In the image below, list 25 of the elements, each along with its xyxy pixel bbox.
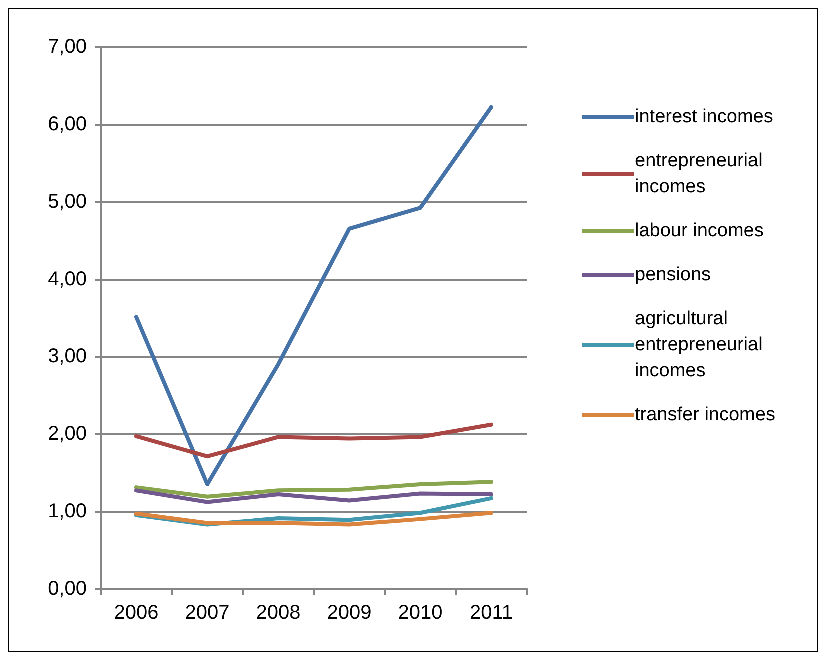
x-tick-label: 2009 xyxy=(327,602,372,624)
y-tick-label: 0,00 xyxy=(48,578,87,600)
legend-label: entrepreneurial incomes xyxy=(635,150,768,198)
y-tick-label: 6,00 xyxy=(48,113,87,136)
x-tick-label: 2010 xyxy=(398,602,443,624)
legend-label: interest incomes xyxy=(635,106,774,128)
y-tick-label: 3,00 xyxy=(48,346,87,368)
legend-label: labour incomes xyxy=(635,220,764,242)
y-tick-label: 7,00 xyxy=(48,36,87,58)
legend-label: transfer incomes xyxy=(635,404,776,426)
y-tick-label: 4,00 xyxy=(48,268,87,290)
y-tick-label: 2,00 xyxy=(48,423,87,446)
line-series xyxy=(134,480,494,499)
line-series xyxy=(134,511,494,527)
line-series xyxy=(134,105,494,486)
y-tick-label: 1,00 xyxy=(48,500,87,523)
legend-label: pensions xyxy=(635,264,712,286)
x-tick-label: 2011 xyxy=(470,602,514,624)
x-tick-label: 2007 xyxy=(185,602,230,624)
line-series xyxy=(134,488,494,504)
line-series xyxy=(134,422,494,459)
x-tick-label: 2006 xyxy=(114,602,159,624)
x-tick-label: 2008 xyxy=(256,602,301,624)
legend-label: agricultural entrepreneurial incomes xyxy=(635,308,768,382)
y-tick-label: 5,00 xyxy=(48,190,87,213)
